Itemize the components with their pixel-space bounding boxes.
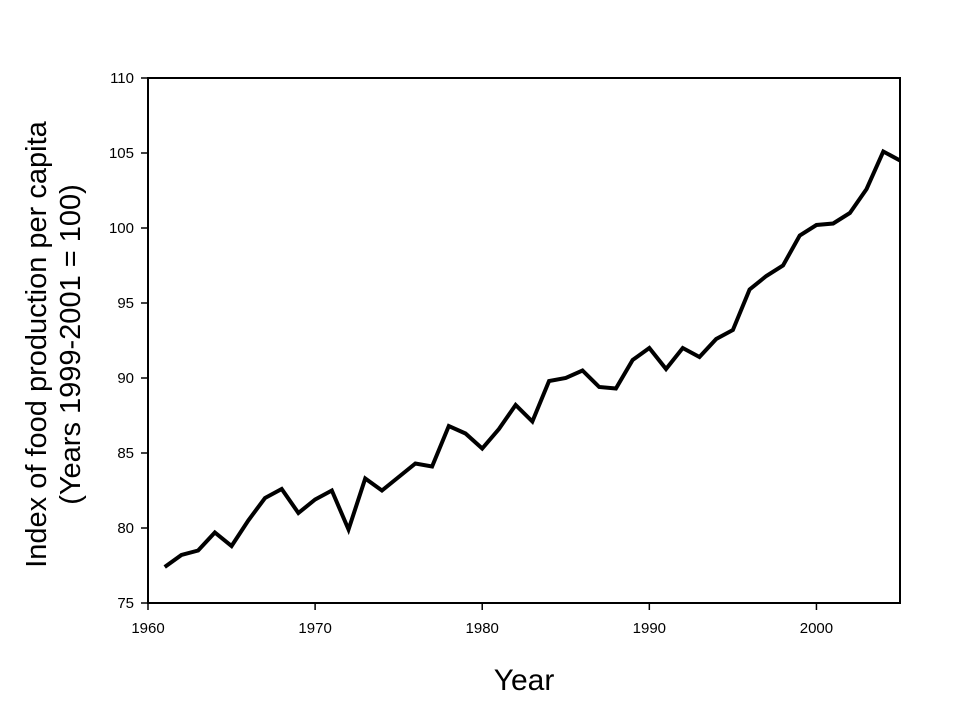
plot-area	[163, 148, 901, 569]
y-tick-label: 100	[109, 220, 134, 237]
y-axis-title-line-1: Index of food production per capita	[21, 120, 53, 567]
x-tick-label: 1990	[633, 620, 666, 637]
x-tick-label: 1960	[131, 620, 164, 637]
y-tick-label: 110	[110, 70, 134, 87]
y-tick-label: 75	[117, 595, 134, 612]
y-tick-label: 95	[117, 295, 134, 312]
series-line	[163, 148, 901, 569]
y-axis: 75 80 85 90 95 100 105 110	[109, 70, 148, 612]
y-tick-label: 80	[117, 520, 134, 537]
y-axis-title: Index of food production per capita (Yea…	[21, 120, 87, 567]
y-tick-label: 85	[117, 445, 134, 462]
x-axis: 1960 1970 1980 1990 2000	[131, 603, 833, 637]
y-tick-label: 90	[117, 370, 134, 387]
plot-frame	[147, 77, 901, 604]
x-tick-label: 2000	[800, 620, 833, 637]
x-tick-label: 1970	[298, 620, 331, 637]
x-axis-title: Year	[494, 664, 555, 697]
x-tick-label: 1980	[466, 620, 499, 637]
y-tick-label: 105	[109, 145, 134, 162]
y-axis-title-line-2: (Years 1999-2001 = 100)	[55, 184, 87, 505]
